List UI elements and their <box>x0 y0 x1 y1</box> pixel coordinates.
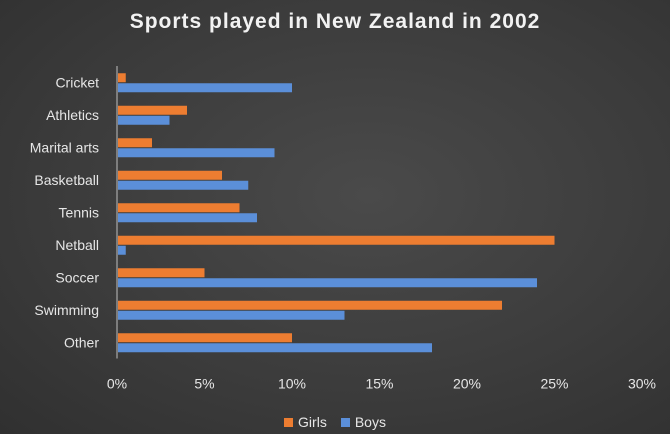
bar-girls-basketball <box>118 170 222 180</box>
bar-girls-athletics <box>118 105 187 115</box>
x-tick-label-0: 0% <box>107 376 127 392</box>
category-label-swimming: Swimming <box>34 302 99 318</box>
x-tick-label-5: 5% <box>194 376 214 392</box>
chart-title: Sports played in New Zealand in 2002 <box>129 10 541 33</box>
category-label-tennis: Tennis <box>59 204 99 220</box>
bar-girls-cricket <box>118 73 126 83</box>
category-label-soccer: Soccer <box>55 269 99 285</box>
legend-swatch-boys <box>340 417 350 427</box>
category-label-marital-arts: Marital arts <box>30 139 99 155</box>
category-label-athletics: Athletics <box>46 107 99 123</box>
legend-item-boys: Boys <box>340 414 386 430</box>
category-label-netball: Netball <box>55 237 99 253</box>
chart-legend: Girls Boys <box>0 414 670 430</box>
bar-girls-netball <box>118 235 555 245</box>
category-label-basketball: Basketball <box>34 172 99 188</box>
bar-girls-tennis <box>118 203 240 213</box>
bar-boys-athletics <box>118 115 170 125</box>
bar-girls-swimming <box>118 300 502 310</box>
x-tick-label-10: 10% <box>278 376 306 392</box>
legend-item-girls: Girls <box>284 414 327 430</box>
bar-boys-swimming <box>118 310 345 320</box>
bar-boys-soccer <box>118 278 537 288</box>
category-label-cricket: Cricket <box>55 74 99 90</box>
x-tick-label-25: 25% <box>540 376 568 392</box>
bar-boys-netball <box>118 245 126 255</box>
x-tick-label-20: 20% <box>453 376 481 392</box>
legend-swatch-girls <box>284 417 294 427</box>
bar-boys-other <box>118 343 432 353</box>
category-label-other: Other <box>64 334 99 350</box>
legend-label-boys: Boys <box>354 414 386 430</box>
bar-girls-marital-arts <box>118 138 152 148</box>
bar-boys-cricket <box>118 83 292 93</box>
bar-boys-tennis <box>118 213 257 223</box>
legend-label-girls: Girls <box>298 414 327 430</box>
bar-girls-other <box>118 333 292 343</box>
x-tick-label-15: 15% <box>365 376 393 392</box>
bar-boys-marital-arts <box>118 148 275 158</box>
x-tick-label-30: 30% <box>628 376 656 392</box>
bar-girls-soccer <box>118 268 205 278</box>
bar-boys-basketball <box>118 180 249 190</box>
